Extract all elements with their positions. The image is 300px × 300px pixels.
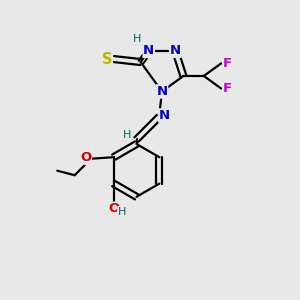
Text: H: H: [133, 34, 142, 44]
Text: N: N: [159, 109, 170, 122]
Text: F: F: [223, 82, 232, 95]
Text: S: S: [102, 52, 112, 67]
Text: O: O: [108, 202, 119, 215]
Text: N: N: [170, 44, 181, 57]
Text: N: N: [156, 85, 168, 98]
Text: F: F: [223, 57, 232, 70]
Text: O: O: [80, 151, 92, 164]
Text: H: H: [123, 130, 131, 140]
Text: N: N: [143, 44, 154, 57]
Text: H: H: [118, 207, 126, 217]
